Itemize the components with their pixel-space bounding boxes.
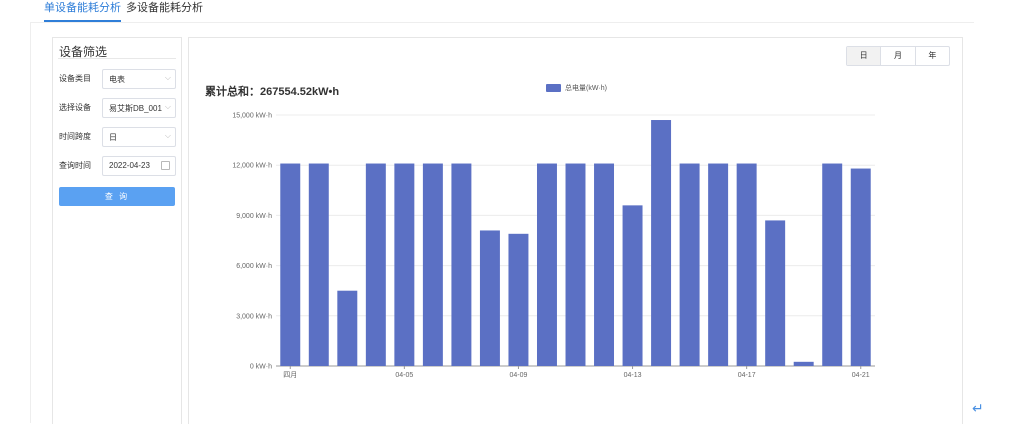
y-tick-label: 15,000 kW·h <box>232 113 272 120</box>
bar[interactable] <box>651 120 672 366</box>
filter-row-date: 查询时间 2022-04-23 <box>59 156 177 176</box>
calendar-icon <box>161 161 170 170</box>
span-value: 日 <box>109 133 117 142</box>
bar[interactable] <box>280 163 301 366</box>
filter-row-category: 设备类目 电表 ⌵ <box>59 69 177 89</box>
analysis-tabs: 单设备能耗分析 多设备能耗分析 <box>30 0 974 23</box>
period-day-button[interactable]: 日 <box>847 47 882 65</box>
bar[interactable] <box>365 163 386 366</box>
bar[interactable] <box>736 163 757 366</box>
tab-multi-device[interactable]: 多设备能耗分析 <box>126 2 203 14</box>
bar[interactable] <box>708 163 729 366</box>
filter-row-device: 选择设备 易艾斯DB_001 ⌵ <box>59 98 177 118</box>
bar[interactable] <box>793 361 814 366</box>
x-tick-label: 04-13 <box>624 372 642 379</box>
chart-card: 日 月 年 累计总和：267554.52kW•h 总电量(kW·h) 0 kW·… <box>188 37 963 424</box>
bar[interactable] <box>594 163 615 366</box>
span-label: 时间跨度 <box>59 132 91 141</box>
device-label: 选择设备 <box>59 103 91 112</box>
period-toggle: 日 月 年 <box>846 46 950 66</box>
x-tick-label: 04-05 <box>395 372 413 379</box>
date-label: 查询时间 <box>59 161 91 170</box>
enter-return-icon[interactable]: ↵ <box>972 400 984 416</box>
bar[interactable] <box>822 163 843 366</box>
filter-panel: 设备筛选 设备类目 电表 ⌵ 选择设备 易艾斯DB_001 ⌵ 时间跨度 日 ⌵… <box>52 37 182 424</box>
bar[interactable] <box>337 290 358 366</box>
filter-row-span: 时间跨度 日 ⌵ <box>59 127 177 147</box>
x-tick-label: 04-09 <box>509 372 527 379</box>
span-select[interactable]: 日 ⌵ <box>102 127 176 147</box>
bar[interactable] <box>508 233 529 366</box>
bar[interactable] <box>394 163 415 366</box>
total-label: 累计总和： <box>205 86 260 98</box>
y-tick-label: 6,000 kW·h <box>236 263 272 270</box>
bar[interactable] <box>451 163 472 366</box>
bar[interactable] <box>850 168 871 366</box>
bar[interactable] <box>622 205 643 366</box>
y-tick-label: 12,000 kW·h <box>232 163 272 170</box>
chart-legend[interactable]: 总电量(kW·h) <box>546 83 607 93</box>
category-label: 设备类目 <box>59 74 91 83</box>
query-button[interactable]: 查 询 <box>59 187 175 206</box>
total-summary: 累计总和：267554.52kW•h <box>205 83 339 99</box>
y-tick-label: 9,000 kW·h <box>236 213 272 220</box>
bar[interactable] <box>679 163 700 366</box>
chevron-down-icon: ⌵ <box>164 102 171 111</box>
bar[interactable] <box>565 163 586 366</box>
category-select[interactable]: 电表 ⌵ <box>102 69 176 89</box>
bar[interactable] <box>479 230 500 366</box>
device-select[interactable]: 易艾斯DB_001 ⌵ <box>102 98 176 118</box>
legend-swatch <box>546 84 561 92</box>
bar[interactable] <box>308 163 329 366</box>
chevron-down-icon: ⌵ <box>164 131 171 140</box>
total-value: 267554.52kW•h <box>260 86 340 98</box>
date-picker[interactable]: 2022-04-23 <box>102 156 176 176</box>
x-tick-label: 04-21 <box>852 372 870 379</box>
legend-label: 总电量(kW·h) <box>565 85 607 92</box>
filter-title-divider <box>58 58 176 59</box>
page-divider <box>30 22 31 423</box>
y-tick-label: 0 kW·h <box>250 364 272 371</box>
tab-single-device[interactable]: 单设备能耗分析 <box>44 0 121 22</box>
chevron-down-icon: ⌵ <box>164 73 171 82</box>
bar[interactable] <box>422 163 443 366</box>
x-tick-label: 四月 <box>283 371 297 379</box>
bar[interactable] <box>536 163 557 366</box>
date-value: 2022-04-23 <box>109 161 150 170</box>
bar[interactable] <box>765 220 786 366</box>
period-month-button[interactable]: 月 <box>881 47 916 65</box>
filter-title: 设备筛选 <box>59 45 108 59</box>
bar-chart: 0 kW·h 3,000 kW·h 6,000 kW·h 9,000 kW·h 12,0… <box>232 113 875 379</box>
category-value: 电表 <box>109 75 125 84</box>
device-value: 易艾斯DB_001 <box>109 104 162 113</box>
x-tick-label: 04-17 <box>738 372 756 379</box>
y-tick-label: 3,000 kW·h <box>236 313 272 320</box>
period-year-button[interactable]: 年 <box>928 51 937 60</box>
